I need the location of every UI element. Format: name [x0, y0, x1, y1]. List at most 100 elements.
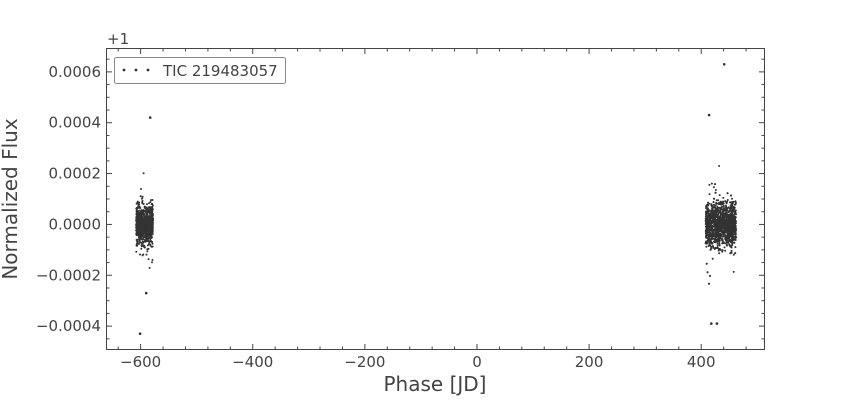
data-point	[734, 201, 737, 204]
data-point-outlier	[722, 63, 726, 66]
data-point	[139, 221, 142, 224]
data-point	[734, 212, 736, 215]
data-point	[141, 222, 144, 224]
data-point	[726, 235, 729, 238]
data-point	[711, 224, 714, 227]
data-point	[713, 234, 716, 237]
data-point-outlier	[138, 332, 142, 336]
data-point	[728, 210, 731, 213]
data-point	[722, 200, 725, 203]
data-point	[712, 206, 715, 209]
data-point	[147, 228, 150, 231]
data-point	[151, 258, 154, 261]
data-point	[704, 242, 707, 245]
data-point	[714, 183, 716, 186]
data-point	[146, 237, 149, 240]
data-point	[137, 225, 140, 228]
x-tick-label: −400	[232, 353, 273, 371]
data-point	[732, 270, 735, 273]
data-point	[716, 225, 718, 228]
data-point	[718, 206, 721, 209]
data-point	[729, 252, 732, 255]
legend-marker-dot	[134, 68, 138, 72]
data-point	[143, 224, 146, 227]
data-point	[715, 202, 718, 204]
data-point	[718, 216, 720, 219]
data-point	[151, 236, 153, 239]
data-point	[734, 228, 737, 231]
data-point	[705, 225, 707, 228]
y-tick-label: 0.0002	[49, 165, 102, 183]
data-point	[718, 194, 721, 197]
data-point	[706, 210, 709, 213]
legend-marker-dot	[122, 68, 126, 72]
data-point	[726, 233, 729, 236]
data-point	[143, 245, 145, 248]
legend-marker-dot	[146, 68, 150, 72]
data-point-outlier	[148, 116, 152, 119]
data-point	[148, 214, 151, 217]
data-point	[731, 204, 733, 207]
data-point	[138, 206, 141, 209]
data-point	[718, 243, 721, 245]
data-point	[716, 207, 719, 210]
data-point	[707, 236, 710, 239]
data-point	[709, 274, 711, 277]
data-point	[716, 209, 719, 212]
data-point	[728, 220, 731, 223]
data-point	[150, 199, 152, 202]
x-axis-label: Phase [JD]	[384, 372, 487, 396]
data-point	[712, 201, 715, 204]
data-point	[136, 200, 139, 203]
data-point	[137, 230, 140, 233]
data-point	[141, 210, 144, 213]
data-point	[722, 224, 725, 227]
data-point	[726, 213, 729, 216]
data-point	[729, 245, 732, 248]
data-point	[151, 227, 154, 230]
data-point	[716, 246, 719, 249]
data-point	[151, 217, 154, 220]
data-point	[714, 210, 717, 213]
data-point	[730, 194, 732, 197]
data-point	[714, 204, 717, 207]
data-point	[719, 200, 722, 203]
data-point	[733, 208, 736, 211]
data-point-outlier	[707, 113, 711, 117]
data-point	[726, 199, 729, 201]
data-point	[148, 224, 151, 227]
data-point	[139, 209, 141, 212]
data-point	[711, 242, 714, 245]
data-point	[728, 216, 731, 219]
data-point	[731, 210, 733, 212]
data-point	[708, 202, 711, 205]
data-point	[732, 200, 735, 203]
data-point	[729, 239, 732, 242]
data-point	[716, 242, 719, 245]
data-point	[714, 191, 717, 194]
data-point	[712, 209, 715, 212]
data-point	[708, 216, 711, 219]
data-point	[137, 220, 140, 223]
data-point	[734, 246, 737, 249]
data-point	[706, 207, 709, 210]
data-point	[715, 233, 718, 236]
data-point	[135, 227, 138, 230]
data-point	[710, 245, 712, 248]
data-point	[142, 211, 145, 214]
data-point	[725, 244, 728, 246]
data-point	[714, 189, 717, 191]
data-point	[729, 212, 732, 215]
data-point	[149, 212, 152, 215]
data-point	[719, 227, 722, 230]
x-tick-label: −200	[344, 353, 385, 371]
data-point	[731, 219, 733, 222]
data-point	[710, 210, 713, 213]
data-point	[720, 216, 723, 219]
data-point-outlier	[710, 322, 713, 325]
data-point	[723, 246, 726, 249]
data-point	[731, 197, 733, 200]
data-point	[135, 209, 138, 212]
data-point	[734, 220, 737, 223]
data-point	[144, 227, 146, 230]
